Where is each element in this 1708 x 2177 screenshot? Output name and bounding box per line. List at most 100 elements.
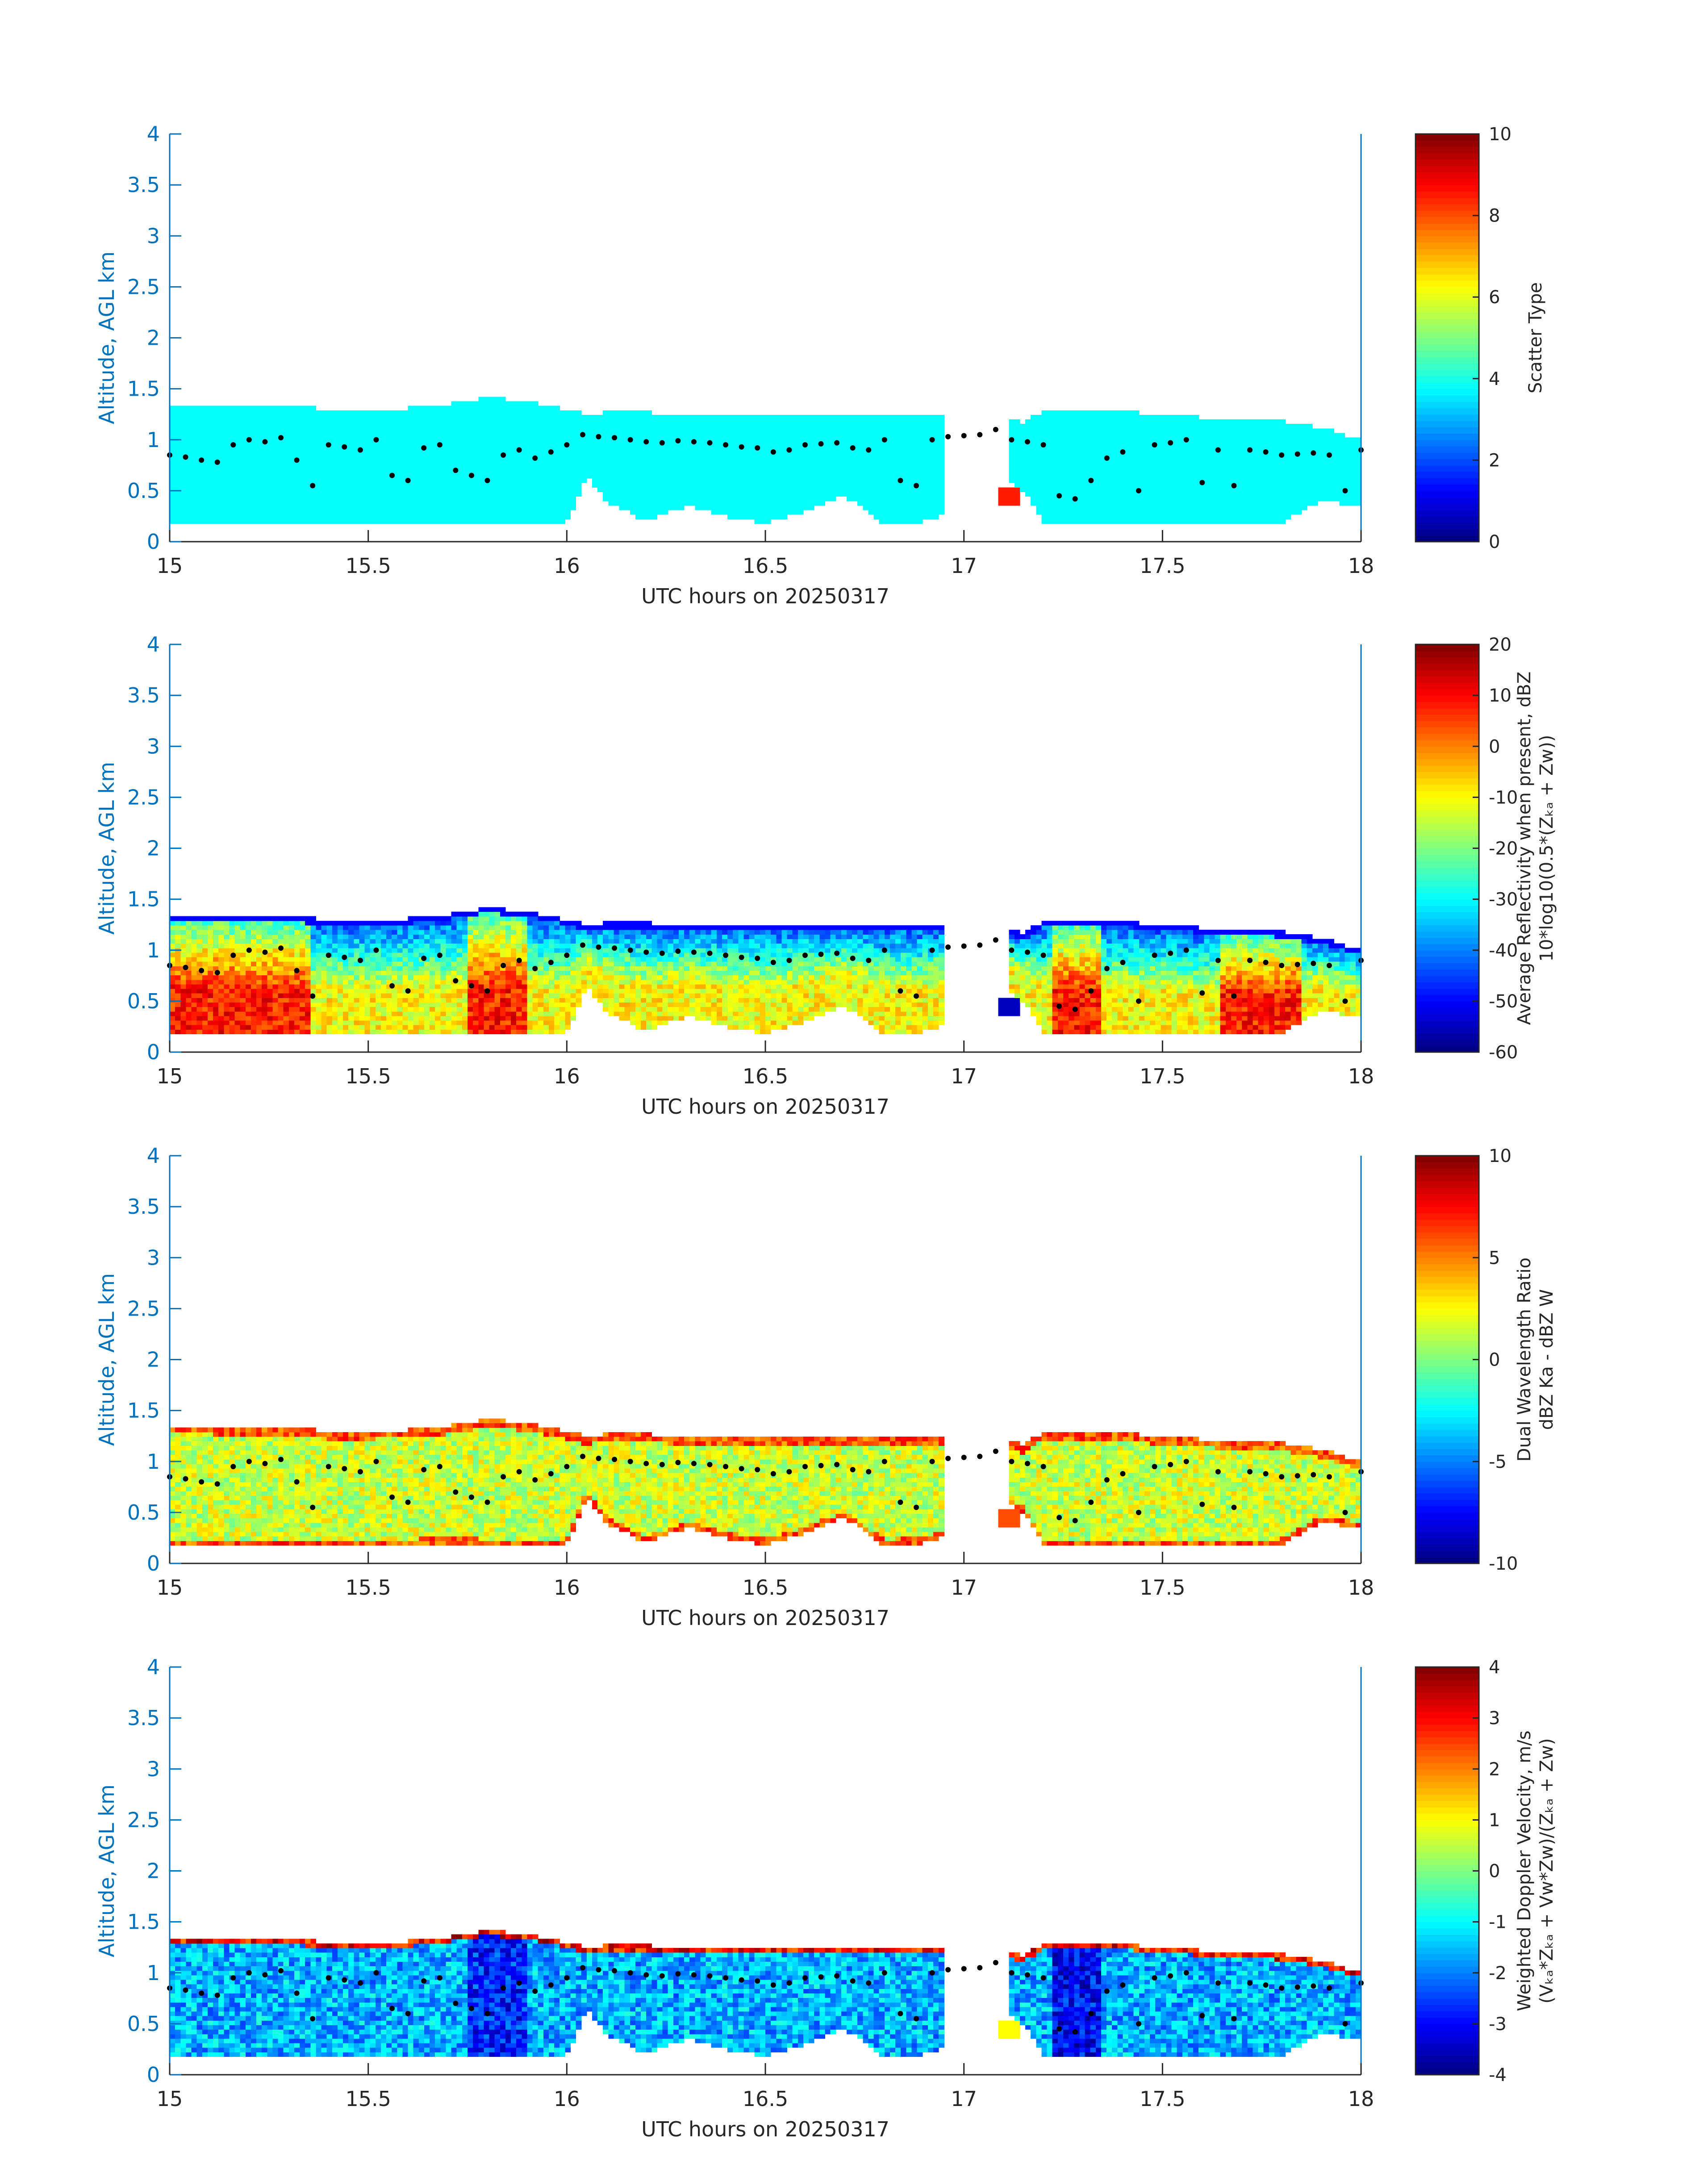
heatmap-cell — [1063, 478, 1069, 483]
heatmap-cell — [879, 473, 885, 479]
heatmap-cell — [310, 478, 317, 483]
heatmap-cell — [819, 469, 825, 474]
heatmap-cell — [1079, 455, 1086, 460]
heatmap-cell — [484, 414, 490, 420]
heatmap-cell — [1274, 460, 1280, 465]
heatmap-cell — [787, 478, 793, 483]
heatmap-cell — [1204, 437, 1210, 443]
heatmap-cell — [787, 442, 793, 447]
heatmap-cell — [722, 446, 728, 451]
heatmap-cell — [646, 501, 652, 506]
heatmap-cell — [727, 424, 733, 429]
heatmap-cell — [1155, 424, 1161, 429]
heatmap-cell — [451, 492, 457, 497]
heatmap-cell — [186, 446, 192, 451]
heatmap-cell — [1144, 519, 1150, 524]
heatmap-cell — [408, 446, 414, 451]
heatmap-cell — [711, 428, 717, 434]
heatmap-cell — [354, 442, 360, 447]
heatmap-cell — [743, 446, 750, 451]
heatmap-cell — [1301, 469, 1307, 474]
heatmap-cell — [727, 451, 733, 456]
heatmap-cell — [440, 505, 447, 510]
heatmap-cell — [809, 496, 814, 501]
heatmap-cell — [240, 433, 246, 438]
heatmap-cell — [424, 460, 430, 465]
heatmap-cell — [262, 451, 267, 456]
heatmap-cell — [1177, 433, 1183, 438]
heatmap-cell — [1041, 451, 1048, 456]
heatmap-cell — [478, 424, 484, 429]
heatmap-cell — [895, 487, 901, 493]
heatmap-cell — [359, 442, 365, 447]
heatmap-cell — [424, 464, 430, 470]
heatmap-cell — [565, 492, 571, 497]
heatmap-cell — [234, 460, 241, 465]
heatmap-cell — [1177, 446, 1183, 451]
heatmap-cell — [738, 460, 744, 465]
heatmap-cell — [868, 510, 874, 515]
heatmap-cell — [538, 510, 544, 515]
heatmap-cell — [1069, 428, 1074, 434]
heatmap-cell — [1079, 464, 1086, 470]
heatmap-cell — [1123, 455, 1129, 460]
heatmap-cell — [603, 428, 609, 434]
heatmap-cell — [1312, 428, 1318, 434]
heatmap-cell — [1107, 496, 1112, 501]
heatmap-cell — [586, 414, 593, 420]
heatmap-cell — [1057, 437, 1064, 443]
heatmap-cell — [1063, 496, 1069, 501]
heatmap-cell — [1047, 469, 1053, 474]
heatmap-cell — [901, 483, 906, 488]
heatmap-cell — [1031, 496, 1036, 501]
x-tick-label: 17 — [951, 554, 977, 578]
heatmap-cell — [413, 433, 419, 438]
heatmap-cell — [1334, 442, 1340, 447]
heatmap-cell — [689, 464, 695, 470]
heatmap-cell — [424, 469, 430, 474]
heatmap-cell — [278, 505, 284, 510]
heatmap-cell — [451, 514, 457, 519]
heatmap-cell — [814, 437, 820, 443]
heatmap-cell — [657, 487, 663, 493]
overlay-point — [1136, 488, 1141, 493]
heatmap-cell — [722, 464, 728, 470]
heatmap-cell — [516, 487, 522, 493]
heatmap-cell — [1236, 519, 1242, 524]
heatmap-cell — [440, 469, 447, 474]
heatmap-cell — [608, 442, 614, 447]
heatmap-cell — [1187, 469, 1194, 474]
heatmap-cell — [608, 455, 614, 460]
heatmap-cell — [380, 469, 387, 474]
heatmap-cell — [781, 442, 788, 447]
heatmap-cell — [841, 469, 847, 474]
heatmap-cell — [1144, 424, 1150, 429]
heatmap-cell — [1123, 442, 1129, 447]
heatmap-cell — [489, 419, 495, 424]
heatmap-cell — [727, 437, 733, 443]
heatmap-cell — [288, 501, 295, 506]
heatmap-cell — [911, 451, 918, 456]
heatmap-cell — [857, 464, 863, 470]
heatmap-cell — [846, 414, 852, 420]
heatmap-cell — [879, 469, 885, 474]
heatmap-cell — [754, 510, 760, 515]
heatmap-cell — [516, 405, 522, 411]
heatmap-cell — [570, 473, 576, 479]
heatmap-cell — [316, 446, 322, 451]
heatmap-cell — [765, 478, 771, 483]
heatmap-cell — [1150, 419, 1156, 424]
heatmap-cell — [922, 514, 928, 519]
heatmap-cell — [1031, 487, 1036, 493]
heatmap-cell — [901, 414, 906, 420]
heatmap-cell — [608, 496, 614, 501]
heatmap-cell — [895, 419, 901, 424]
heatmap-cell — [927, 433, 934, 438]
heatmap-cell — [1009, 487, 1015, 493]
colorbar-segment — [1416, 414, 1479, 421]
heatmap-cell — [392, 514, 397, 519]
heatmap-cell — [1236, 496, 1242, 501]
heatmap-cell — [706, 501, 712, 506]
heatmap-cell — [1079, 410, 1086, 415]
heatmap-cell — [1187, 473, 1194, 479]
